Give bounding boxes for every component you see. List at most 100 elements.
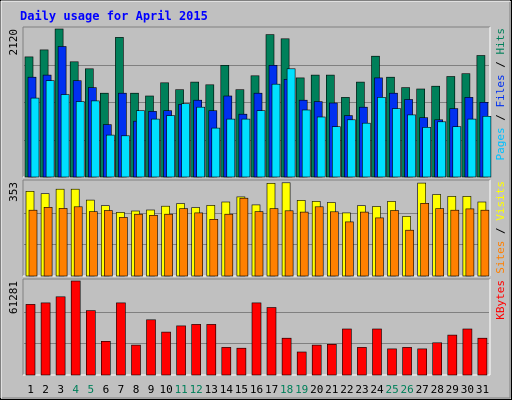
bar-pages-day-21 [331,126,341,178]
middle-series-legend: Sites / Visits [494,181,507,274]
bar-sites-day-23 [360,211,369,277]
bar-sites-day-30 [465,208,475,277]
day-label-6: 6 [103,383,110,396]
bar-pages-day-22 [347,119,356,178]
day-label-20: 20 [310,383,323,396]
day-label-9: 9 [148,383,155,396]
bar-pages-day-28 [437,121,447,178]
day-label-10: 10 [159,383,172,396]
chart-title: Daily usage for April 2015 [20,9,208,23]
bar-sites-day-27 [420,203,430,277]
day-label-1: 1 [27,383,34,396]
middle-panel-visits-sites: 353 Sites / Visits [7,179,507,277]
bar-pages-day-15 [241,118,251,178]
bar-kbytes-day-24 [372,328,382,376]
bar-kbytes-day-8 [131,344,141,376]
bar-sites-day-3 [58,208,68,277]
day-label-16: 16 [250,383,263,396]
bar-sites-day-11 [179,208,188,277]
day-label-14: 14 [220,383,234,396]
day-label-23: 23 [355,383,368,396]
bar-pages-day-20 [316,116,326,178]
bar-kbytes-day-4 [70,280,81,376]
bar-pages-day-12 [196,106,205,178]
bar-kbytes-day-19 [296,351,307,376]
bar-sites-day-18 [284,210,294,277]
bottom-panel-kbytes: 61281 KBytes [7,278,507,376]
bar-sites-day-10 [164,213,173,277]
bar-kbytes-day-12 [191,324,201,376]
bar-kbytes-day-3 [55,296,66,376]
bar-sites-day-31 [480,209,490,277]
bar-sites-day-26 [405,229,414,277]
bar-pages-day-3 [60,94,70,178]
top-panel-hits-files-pages: 2120 Pages / Files / Hits [7,26,507,178]
day-label-19: 19 [295,383,308,396]
legend-entry: / [494,221,507,241]
top-series-legend: Pages / Files / Hits [494,28,507,161]
bar-sites-day-22 [345,221,354,277]
day-label-12: 12 [190,383,203,396]
bar-pages-day-19 [301,109,311,178]
bar-kbytes-day-29 [447,334,458,376]
bar-sites-day-19 [299,211,309,277]
bar-kbytes-day-17 [266,307,277,376]
bar-kbytes-day-27 [417,348,428,376]
bar-pages-day-1 [30,97,40,178]
bar-sites-day-13 [209,219,219,277]
bar-pages-day-26 [407,114,416,178]
legend-entry: Files [494,74,507,107]
bar-kbytes-day-21 [326,343,337,376]
day-label-28: 28 [431,383,444,396]
bar-kbytes-day-28 [432,342,443,376]
bottom-series-legend: KBytes [494,280,507,320]
bar-pages-day-25 [392,108,401,178]
bar-kbytes-day-31 [477,337,488,376]
bar-kbytes-day-11 [176,325,186,376]
bar-kbytes-day-30 [462,328,473,376]
bar-sites-day-4 [73,206,83,277]
day-label-5: 5 [87,383,94,396]
bar-sites-day-16 [254,211,264,277]
day-label-17: 17 [265,383,278,396]
legend-entry: Pages [494,127,507,160]
legend-entry: / [494,55,507,75]
bar-kbytes-day-15 [236,347,247,376]
bar-sites-day-17 [269,208,279,277]
bar-pages-day-14 [226,118,236,178]
day-label-8: 8 [133,383,140,396]
bar-kbytes-day-2 [40,302,51,376]
bar-sites-day-29 [450,209,460,277]
bar-pages-day-4 [75,101,85,178]
bar-kbytes-day-22 [342,328,352,376]
day-label-13: 13 [205,383,218,396]
day-label-4: 4 [72,383,79,396]
day-label-18: 18 [280,383,293,396]
bar-pages-day-10 [166,115,175,178]
bar-pages-day-16 [256,110,266,178]
bar-pages-day-24 [377,97,386,178]
bar-sites-day-24 [375,217,384,277]
bar-pages-day-17 [271,83,281,178]
bar-kbytes-day-1 [25,304,36,376]
day-label-11: 11 [175,383,188,396]
day-label-30: 30 [461,383,474,396]
bar-sites-day-6 [104,210,113,277]
bar-sites-day-14 [224,213,234,277]
day-label-24: 24 [370,383,384,396]
bar-pages-day-13 [211,127,221,178]
bar-kbytes-day-6 [101,340,111,376]
legend-entry: Visits [494,181,507,221]
bar-sites-day-21 [329,211,339,277]
bar-pages-day-11 [181,103,190,178]
bar-pages-day-9 [151,118,160,178]
bar-kbytes-day-13 [206,324,217,376]
day-label-21: 21 [325,383,338,396]
bar-sites-day-25 [390,210,399,277]
day-label-3: 3 [57,383,64,396]
bar-kbytes-day-25 [387,348,397,376]
bar-kbytes-day-26 [402,347,412,376]
middle-max-label: 353 [7,182,20,202]
bar-kbytes-day-18 [281,337,292,376]
bar-pages-day-8 [136,110,145,178]
